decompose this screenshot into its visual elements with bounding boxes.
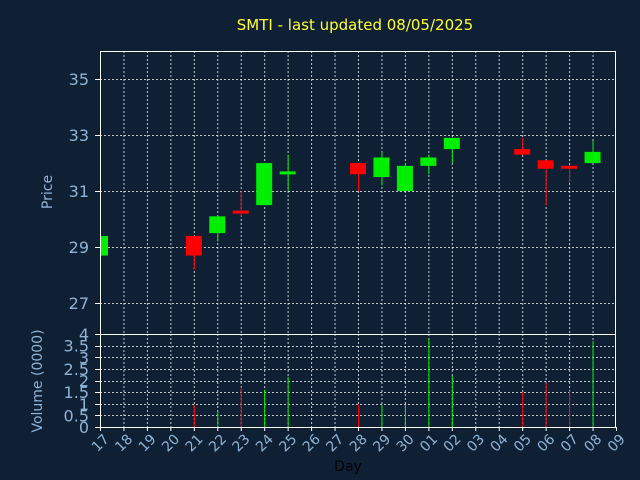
volume-axis-label: Volume (0000): [30, 329, 46, 432]
candle-body: [279, 171, 296, 175]
x-tick-label: 08: [581, 431, 605, 455]
x-tick-label: 19: [136, 431, 160, 455]
candle-body: [350, 163, 366, 175]
x-tick-label: 30: [394, 431, 418, 455]
candle-body: [232, 210, 249, 214]
candle-body: [561, 165, 578, 169]
x-tick-label: 02: [441, 431, 465, 455]
candle-body: [373, 157, 390, 178]
x-tick-label: 17: [89, 431, 113, 455]
x-tick-label: 26: [300, 431, 324, 455]
x-tick-label: 20: [159, 431, 183, 455]
price-axis-label: Price: [40, 175, 56, 209]
x-tick-label: 07: [558, 431, 582, 455]
volume-tick-label: 2.5: [64, 360, 89, 379]
x-axis-label: Day: [334, 459, 362, 475]
volume-tick-label: 4: [79, 325, 89, 344]
volume-y-ticks: 00.511.522.533.54: [64, 325, 100, 437]
volume-tick-label: 2: [79, 372, 89, 391]
candle-body: [514, 149, 531, 155]
x-tick-label: 09: [605, 431, 629, 455]
price-tick-label: 33: [69, 126, 89, 145]
price-tick-label: 31: [69, 182, 89, 201]
volume-tick-label: 0.5: [64, 406, 89, 425]
candle-body: [256, 163, 273, 206]
x-tick-label: 21: [183, 431, 207, 455]
candle-body: [420, 157, 437, 166]
price-tick-label: 35: [69, 70, 89, 89]
x-tick-label: 22: [206, 431, 230, 455]
candle-body: [537, 160, 554, 169]
chart-title: SMTI - last updated 08/05/2025: [237, 16, 473, 34]
candle-body: [443, 137, 460, 150]
x-tick-label: 29: [370, 431, 394, 455]
x-tick-label: 23: [230, 431, 254, 455]
candle-body: [100, 235, 108, 256]
x-tick-label: 18: [112, 431, 136, 455]
price-tick-label: 27: [69, 294, 89, 313]
x-tick-label: 01: [417, 431, 441, 455]
x-tick-label: 06: [534, 431, 558, 455]
volume-tick-label: 1: [79, 395, 89, 414]
x-tick-label: 03: [464, 431, 488, 455]
x-tick-label: 25: [276, 431, 300, 455]
volume-tick-label: 0: [79, 418, 89, 437]
candle-body: [209, 216, 226, 234]
volume-tick-label: 3: [79, 348, 89, 367]
candle-body: [584, 151, 601, 164]
candle-body: [185, 235, 202, 256]
candle-body: [396, 165, 413, 192]
price-tick-label: 29: [69, 238, 89, 257]
price-y-ticks: 27 29 31 33 35: [69, 70, 100, 313]
x-tick-label: 05: [511, 431, 535, 455]
price-grid: [100, 51, 616, 334]
volume-tick-label: 1.5: [64, 383, 89, 402]
volume-tick-label: 3.5: [64, 337, 89, 356]
price-candles: [100, 137, 601, 270]
x-tick-label: 04: [488, 431, 512, 455]
x-tick-label: 24: [253, 431, 277, 455]
x-tick-label: 28: [347, 431, 371, 455]
x-ticks: 17 18 19 20 21 22 23 24 25 26 27 28 29 30 01 02 03 04 05 06…: [89, 427, 629, 455]
volume-bars: [193, 338, 594, 427]
x-tick-label: 27: [323, 431, 347, 455]
